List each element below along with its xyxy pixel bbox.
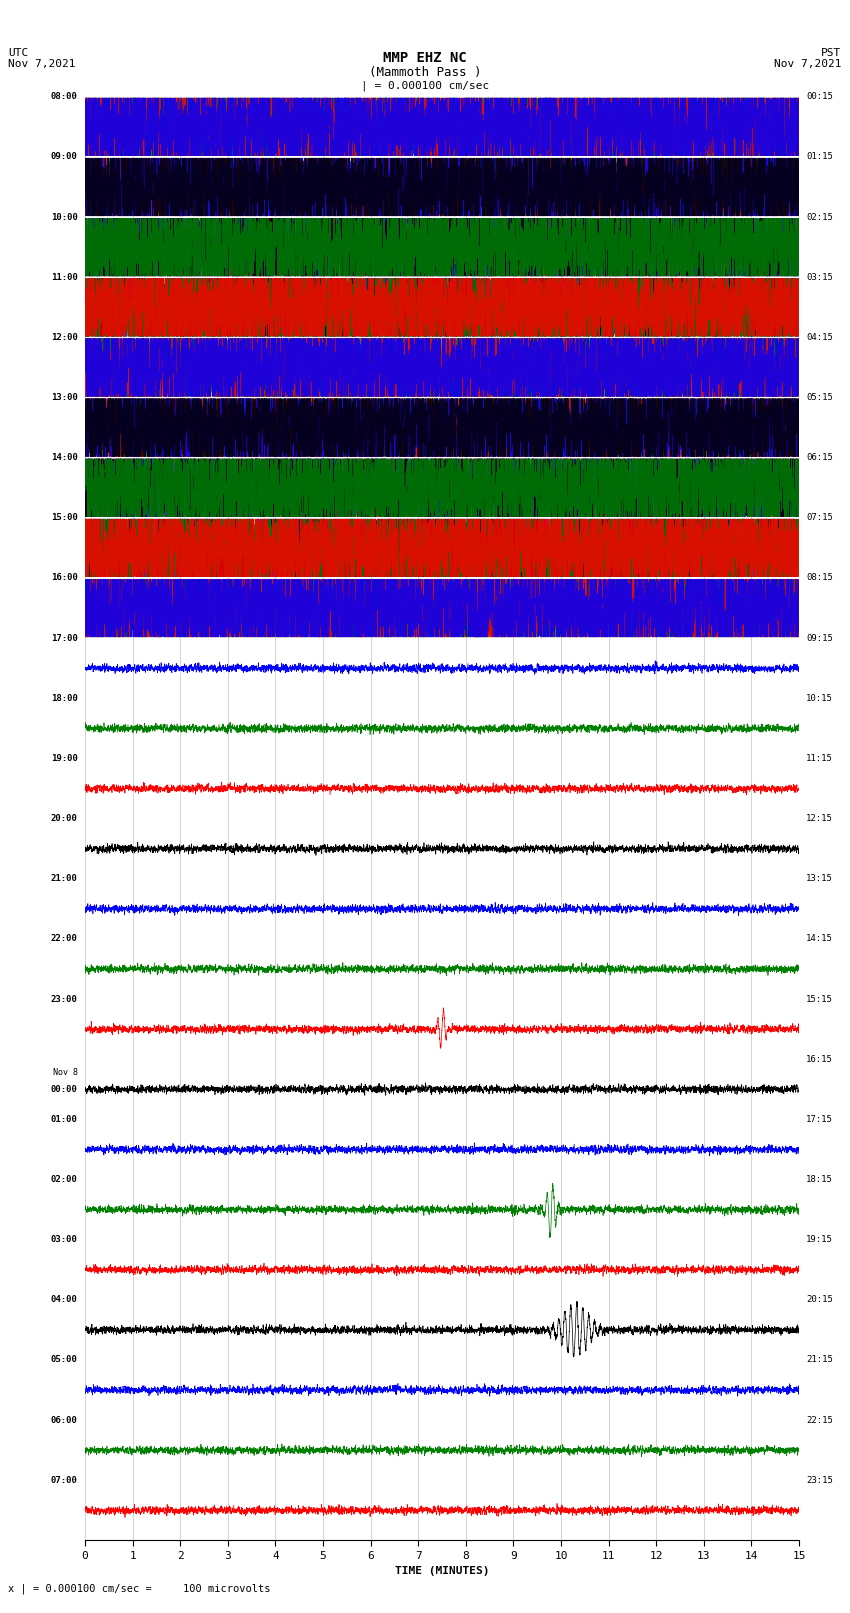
Text: 05:00: 05:00 [51,1355,78,1365]
Text: 14:00: 14:00 [51,453,78,463]
Text: 17:00: 17:00 [51,634,78,642]
Text: 00:15: 00:15 [806,92,833,102]
Text: 09:15: 09:15 [806,634,833,642]
Text: 09:00: 09:00 [51,153,78,161]
Text: 14:15: 14:15 [806,934,833,944]
Text: 12:00: 12:00 [51,332,78,342]
Text: 21:15: 21:15 [806,1355,833,1365]
Text: 04:00: 04:00 [51,1295,78,1305]
Text: 17:15: 17:15 [806,1115,833,1124]
Text: Nov 7,2021: Nov 7,2021 [8,60,76,69]
Text: PST: PST [821,48,842,58]
Text: 06:15: 06:15 [806,453,833,463]
Text: 02:00: 02:00 [51,1174,78,1184]
Text: Nov 7,2021: Nov 7,2021 [774,60,842,69]
Text: x | = 0.000100 cm/sec =     100 microvolts: x | = 0.000100 cm/sec = 100 microvolts [8,1582,271,1594]
Text: 10:00: 10:00 [51,213,78,221]
Text: MMP EHZ NC: MMP EHZ NC [383,52,467,65]
Text: | = 0.000100 cm/sec: | = 0.000100 cm/sec [361,81,489,90]
Text: 07:15: 07:15 [806,513,833,523]
Text: 00:00: 00:00 [51,1086,78,1094]
Text: 01:00: 01:00 [51,1115,78,1124]
Text: 15:00: 15:00 [51,513,78,523]
Text: 23:15: 23:15 [806,1476,833,1484]
Text: 01:15: 01:15 [806,153,833,161]
X-axis label: TIME (MINUTES): TIME (MINUTES) [394,1566,490,1576]
Text: 19:00: 19:00 [51,753,78,763]
Text: 06:00: 06:00 [51,1416,78,1424]
Text: 18:15: 18:15 [806,1174,833,1184]
Text: 11:00: 11:00 [51,273,78,282]
Text: 20:15: 20:15 [806,1295,833,1305]
Text: 13:15: 13:15 [806,874,833,884]
Text: 22:15: 22:15 [806,1416,833,1424]
Text: 23:00: 23:00 [51,995,78,1003]
Text: 05:15: 05:15 [806,394,833,402]
Text: 03:15: 03:15 [806,273,833,282]
Text: 08:00: 08:00 [51,92,78,102]
Text: 10:15: 10:15 [806,694,833,703]
Text: Nov 8: Nov 8 [53,1068,78,1077]
Text: 20:00: 20:00 [51,815,78,823]
Text: 03:00: 03:00 [51,1236,78,1244]
Text: 04:15: 04:15 [806,332,833,342]
Text: (Mammoth Pass ): (Mammoth Pass ) [369,66,481,79]
Text: 16:15: 16:15 [806,1055,833,1063]
Text: 08:15: 08:15 [806,574,833,582]
Text: 15:15: 15:15 [806,995,833,1003]
Text: UTC: UTC [8,48,29,58]
Text: 12:15: 12:15 [806,815,833,823]
Text: 16:00: 16:00 [51,574,78,582]
Text: 02:15: 02:15 [806,213,833,221]
Text: 07:00: 07:00 [51,1476,78,1484]
Text: 21:00: 21:00 [51,874,78,884]
Text: 18:00: 18:00 [51,694,78,703]
Text: 13:00: 13:00 [51,394,78,402]
Text: 19:15: 19:15 [806,1236,833,1244]
Text: 22:00: 22:00 [51,934,78,944]
Text: 11:15: 11:15 [806,753,833,763]
